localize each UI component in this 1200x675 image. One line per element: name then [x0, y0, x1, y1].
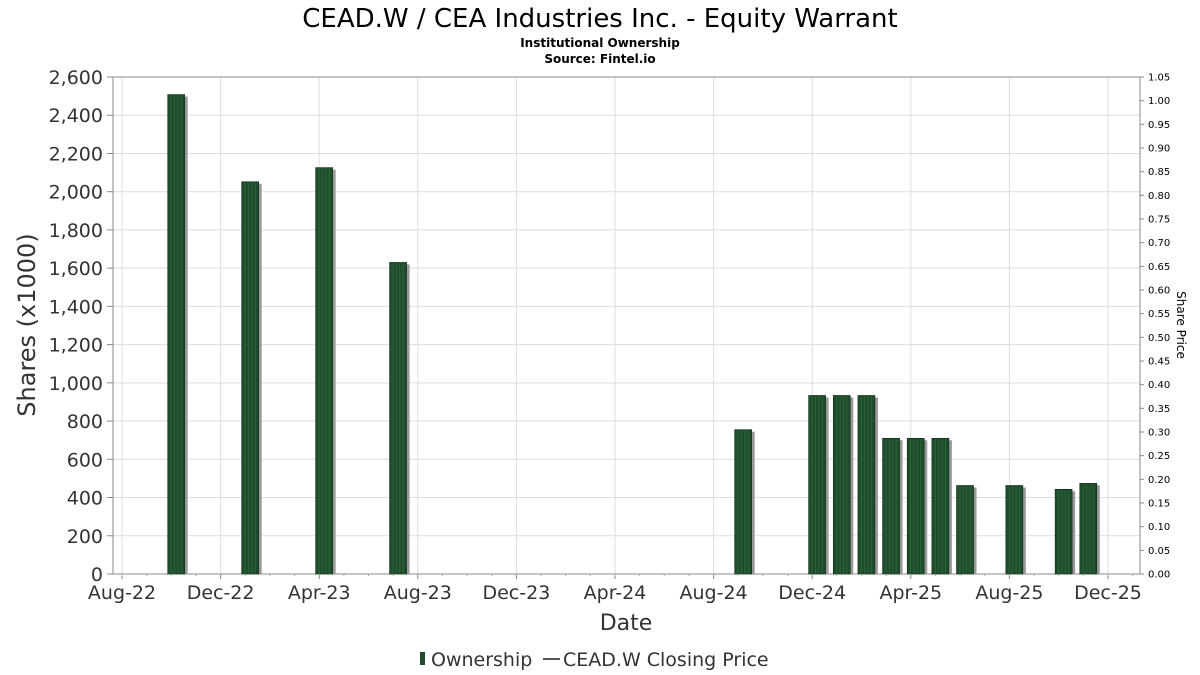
chart-source: Source: Fintel.io [544, 52, 655, 66]
ownership-bar [1054, 489, 1073, 575]
y-tick-label: 800 [67, 411, 103, 433]
x-axis-label: Date [600, 611, 653, 636]
y2-tick-label: 0.15 [1148, 499, 1170, 510]
y-axis-label: Shares (x1000) [13, 233, 41, 416]
y2-tick-label: 0.95 [1148, 120, 1170, 131]
ownership-bar [956, 485, 974, 575]
x-tick-label: Dec-25 [1074, 582, 1142, 604]
y-tick-label: 1,000 [49, 373, 103, 395]
ownership-bar [832, 395, 851, 575]
x-tick-label: Aug-25 [975, 582, 1043, 604]
y-tick-label: 600 [67, 449, 103, 471]
legend-ownership-swatch [420, 652, 425, 665]
x-tick-label: Dec-24 [778, 582, 846, 604]
y-tick-label: 400 [67, 488, 103, 510]
x-tick-label: Aug-24 [680, 582, 748, 604]
legend-ownership-label: Ownership [431, 649, 532, 671]
ownership-bar [906, 437, 925, 575]
ownership-bar [1079, 483, 1098, 575]
ownership-bar [389, 262, 407, 575]
y2-tick-label: 0.10 [1148, 522, 1170, 533]
y2-tick-label: 0.30 [1148, 428, 1170, 439]
y2-tick-label: 0.55 [1148, 309, 1170, 320]
y2-tick-label: 0.35 [1148, 404, 1170, 415]
y2-tick-label: 0.45 [1148, 357, 1170, 368]
x-tick-label: Apr-23 [288, 582, 351, 604]
y2-tick-label: 0.80 [1148, 191, 1170, 202]
y-tick-label: 1,200 [49, 335, 103, 357]
y2-tick-label: 0.85 [1148, 167, 1170, 178]
y-tick-label: 200 [67, 526, 103, 548]
y-axis-ticks: 0 200 400 600 800 1,000 1,200 1,400 1,600 1,800 2,… [49, 67, 113, 586]
x-axis-ticks: Aug-22 Dec-22 Apr-23 Aug-23 Dec-23 Apr-24 Aug-… [88, 574, 1142, 604]
ownership-bar [882, 437, 900, 575]
legend-price-label: CEAD.W Closing Price [563, 649, 769, 671]
ownership-bar [1005, 485, 1024, 575]
y2-tick-label: 0.50 [1148, 333, 1170, 344]
y-tick-label: 2,000 [49, 182, 103, 204]
legend: Ownership CEAD.W Closing Price [420, 649, 769, 671]
ownership-bar [734, 429, 752, 575]
grid-lines [113, 76, 1140, 575]
y2-axis-label: Share Price [1174, 291, 1188, 359]
y2-tick-label: 0.05 [1148, 546, 1170, 557]
ownership-bars [167, 94, 1100, 575]
y-tick-label: 1,600 [49, 258, 103, 280]
plot-area-frame [112, 76, 1141, 575]
y2-tick-label: 0.60 [1148, 286, 1170, 297]
y-tick-label: 2,200 [49, 143, 103, 165]
y-tick-label: 1,800 [49, 220, 103, 242]
x-tick-label: Dec-23 [482, 582, 550, 604]
ownership-bar [167, 94, 186, 575]
y-tick-label: 1,400 [49, 296, 103, 318]
y2-tick-label: 1.05 [1148, 73, 1170, 84]
y-tick-label: 2,400 [49, 105, 103, 127]
ownership-bar [808, 395, 826, 575]
chart-subtitle: Institutional Ownership [520, 36, 680, 50]
y2-tick-label: 0.00 [1148, 570, 1170, 581]
y2-tick-label: 0.20 [1148, 475, 1170, 486]
x-tick-label: Aug-23 [384, 582, 452, 604]
x-tick-label: Dec-22 [187, 582, 255, 604]
y2-tick-label: 0.40 [1148, 380, 1170, 391]
y-tick-label: 2,600 [49, 67, 103, 89]
x-tick-label: Aug-22 [88, 582, 156, 604]
y2-tick-label: 0.75 [1148, 215, 1170, 226]
ownership-bar [931, 437, 950, 575]
y2-tick-label: 0.90 [1148, 144, 1170, 155]
y2-tick-label: 0.25 [1148, 451, 1170, 462]
ownership-bar [857, 395, 876, 575]
ownership-bar [315, 167, 333, 575]
chart-title: CEAD.W / CEA Industries Inc. - Equity Wa… [302, 4, 897, 34]
y2-tick-label: 0.70 [1148, 238, 1170, 249]
y-tick-label: 0 [91, 564, 103, 586]
ownership-bar [241, 181, 259, 575]
x-tick-label: Apr-24 [584, 582, 647, 604]
y2-tick-label: 1.00 [1148, 96, 1170, 107]
x-tick-label: Apr-25 [879, 582, 942, 604]
y2-axis-ticks: 0.00 0.05 0.10 0.15 0.20 0.25 0.30 0.35 0.40 0.45… [1140, 73, 1170, 581]
y2-tick-label: 0.65 [1148, 262, 1170, 273]
